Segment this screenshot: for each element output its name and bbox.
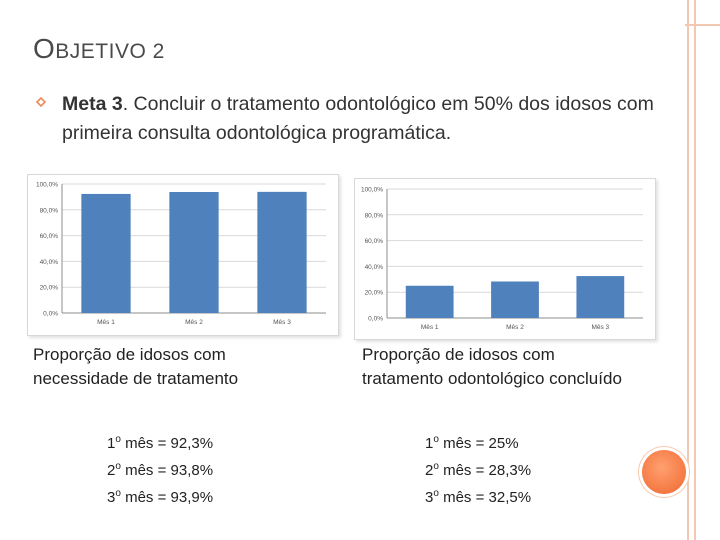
- y-tick-label: 40,0%: [365, 264, 384, 271]
- bullet-icon: [36, 97, 46, 107]
- value-ordinal-suffix: o: [433, 434, 439, 445]
- value-text: mês = 92,3%: [120, 435, 214, 452]
- title-initial: O: [33, 33, 56, 64]
- value-text: mês = 25%: [438, 435, 519, 452]
- chart-right: 0,0% 20,0% 40,0% 60,0% 80,0% 100,0% Mês 1 Mês 2…: [354, 178, 656, 340]
- x-tick-label: Mês 1: [421, 324, 439, 331]
- meta-text: . Concluir o tratamento odontológico em …: [62, 93, 654, 144]
- slide-title: OBJETIVO 2: [33, 33, 165, 65]
- value-ordinal-suffix: o: [115, 434, 121, 445]
- value-text: mês = 28,3%: [438, 462, 532, 479]
- value-ordinal: 2: [107, 462, 116, 479]
- value-row: 1o mês = 92,3%: [107, 428, 213, 455]
- chart-left: 0,0% 20,0% 40,0% 60,0% 80,0% 100,0% Mês 1 Mês 2…: [27, 174, 339, 336]
- x-tick-label: Mês 3: [273, 319, 291, 326]
- right-values: 1o mês = 25% 2o mês = 28,3% 3o mês = 32,…: [425, 428, 531, 509]
- decorative-circle: [642, 450, 686, 494]
- value-text: mês = 32,5%: [438, 489, 532, 506]
- meta-label: Meta 3: [62, 93, 123, 115]
- y-tick-label: 20,0%: [40, 285, 59, 292]
- decorative-vertical-line: [694, 0, 696, 540]
- y-tick-label: 60,0%: [40, 233, 59, 240]
- bar: [257, 191, 307, 313]
- value-ordinal-suffix: o: [115, 461, 121, 472]
- chart-right-svg: 0,0% 20,0% 40,0% 60,0% 80,0% 100,0% Mês 1 Mês 2…: [361, 187, 643, 331]
- bar: [405, 285, 454, 318]
- x-tick-label: Mês 3: [591, 324, 609, 331]
- meta-paragraph: Meta 3. Concluir o tratamento odontológi…: [62, 90, 702, 148]
- value-text: mês = 93,8%: [120, 462, 214, 479]
- left-caption-line2: necessidade de tratamento: [33, 369, 239, 388]
- value-ordinal-suffix: o: [115, 488, 121, 499]
- bar: [81, 193, 131, 313]
- value-row: 1o mês = 25%: [425, 428, 531, 455]
- decorative-vertical-line: [687, 0, 689, 540]
- y-tick-label: 80,0%: [365, 212, 384, 219]
- chart-left-svg: 0,0% 20,0% 40,0% 60,0% 80,0% 100,0% Mês 1 Mês 2…: [36, 182, 326, 326]
- value-ordinal: 3: [425, 489, 434, 506]
- value-ordinal-suffix: o: [433, 461, 439, 472]
- value-row: 3o mês = 93,9%: [107, 482, 213, 509]
- value-ordinal: 1: [107, 435, 116, 452]
- value-row: 3o mês = 32,5%: [425, 482, 531, 509]
- left-values: 1o mês = 92,3% 2o mês = 93,8% 3o mês = 9…: [107, 428, 213, 509]
- y-tick-label: 20,0%: [365, 290, 384, 297]
- y-tick-label: 100,0%: [36, 182, 58, 189]
- right-caption-line2: tratamento odontológico concluído: [362, 369, 622, 388]
- value-ordinal: 2: [425, 462, 434, 479]
- x-tick-label: Mês 2: [506, 324, 524, 331]
- y-tick-label: 0,0%: [43, 311, 58, 318]
- right-caption-line1: Proporção de idosos com: [362, 345, 555, 364]
- left-caption: Proporção de idosos com necessidade de t…: [33, 343, 238, 391]
- value-row: 2o mês = 93,8%: [107, 455, 213, 482]
- value-ordinal: 1: [425, 435, 434, 452]
- y-tick-label: 40,0%: [40, 259, 59, 266]
- bar: [576, 276, 625, 318]
- value-text: mês = 93,9%: [120, 489, 214, 506]
- decorative-horizontal-line: [685, 24, 720, 26]
- bar: [169, 191, 219, 313]
- y-tick-label: 0,0%: [368, 316, 383, 323]
- x-tick-label: Mês 1: [97, 319, 115, 326]
- left-caption-line1: Proporção de idosos com: [33, 345, 226, 364]
- value-ordinal-suffix: o: [433, 488, 439, 499]
- value-row: 2o mês = 28,3%: [425, 455, 531, 482]
- y-tick-label: 80,0%: [40, 207, 59, 214]
- bar: [491, 281, 539, 318]
- value-ordinal: 3: [107, 489, 116, 506]
- y-tick-label: 60,0%: [365, 238, 384, 245]
- x-tick-label: Mês 2: [185, 319, 203, 326]
- right-caption: Proporção de idosos com tratamento odont…: [362, 343, 622, 391]
- title-rest: BJETIVO 2: [55, 40, 165, 63]
- y-tick-label: 100,0%: [361, 187, 383, 194]
